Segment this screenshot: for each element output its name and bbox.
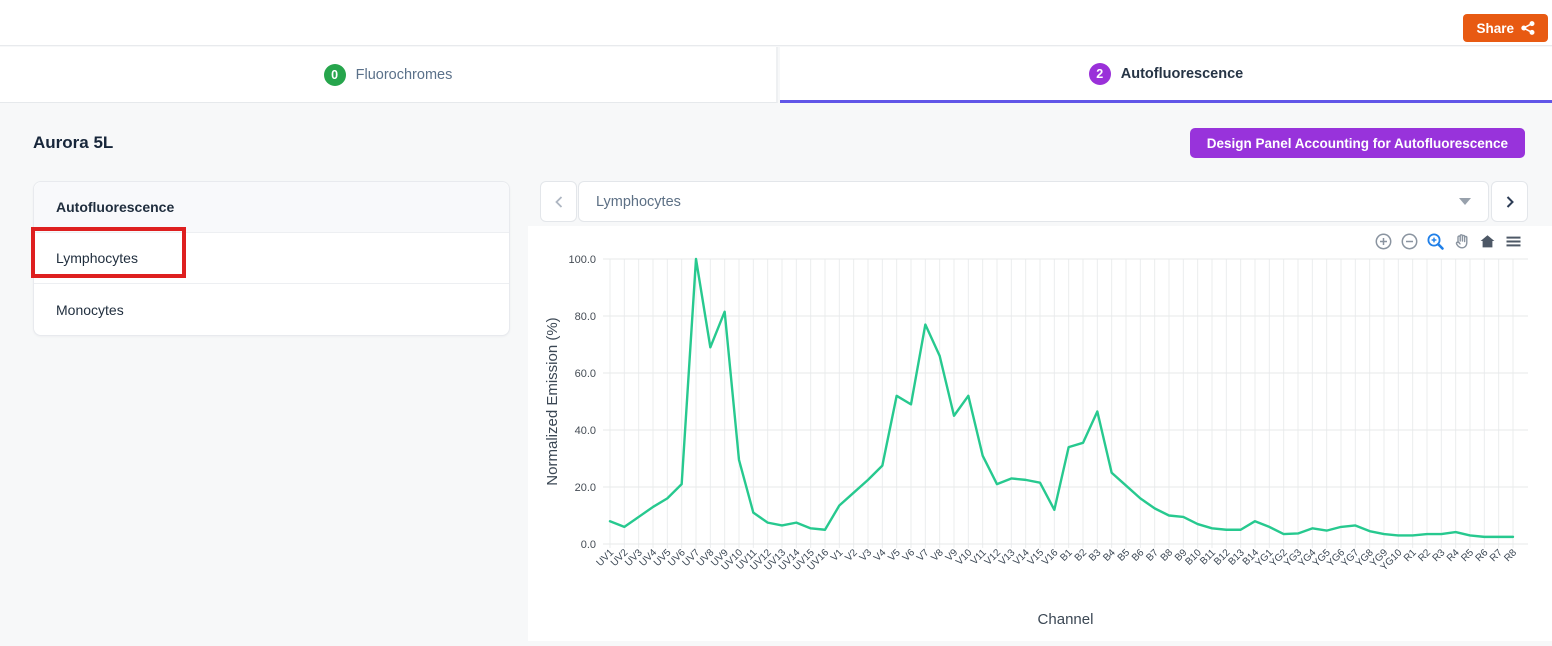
svg-text:40.0: 40.0 — [575, 425, 596, 437]
zoom-in-icon[interactable] — [1373, 231, 1394, 252]
chart-toolbar — [1373, 231, 1524, 252]
tab-autofluorescence-label: Autofluorescence — [1120, 65, 1244, 82]
menu-icon[interactable] — [1503, 231, 1524, 252]
autofluorescence-count-badge: 2 — [1088, 62, 1111, 85]
chevron-right-icon — [1504, 195, 1516, 209]
top-bar: Share — [0, 0, 1552, 46]
share-button[interactable]: Share — [1463, 14, 1548, 42]
zoom-select-icon[interactable] — [1425, 231, 1446, 252]
svg-text:100.0: 100.0 — [568, 254, 596, 266]
page-title: Aurora 5L — [33, 133, 114, 152]
autofluorescence-list: Autofluorescence Lymphocytes Monocytes — [33, 181, 510, 336]
list-header-autofluorescence: Autofluorescence — [34, 182, 509, 233]
svg-text:60.0: 60.0 — [575, 368, 596, 380]
svg-text:80.0: 80.0 — [575, 311, 596, 323]
home-icon[interactable] — [1477, 231, 1498, 252]
cell-type-dropdown[interactable]: Lymphocytes — [578, 181, 1489, 222]
previous-group-button[interactable] — [540, 181, 577, 222]
chevron-down-icon — [1459, 198, 1471, 205]
tab-fluorochromes-label: Fluorochromes — [355, 66, 453, 83]
chevron-left-icon — [553, 195, 565, 209]
svg-text:20.0: 20.0 — [575, 482, 596, 494]
svg-text:Normalized Emission (%): Normalized Emission (%) — [544, 317, 561, 485]
zoom-out-icon[interactable] — [1399, 231, 1420, 252]
svg-text:Channel: Channel — [1038, 611, 1094, 628]
share-icon — [1521, 21, 1535, 35]
pan-icon[interactable] — [1451, 231, 1472, 252]
svg-text:0.0: 0.0 — [581, 539, 596, 551]
design-panel-button[interactable]: Design Panel Accounting for Autofluoresc… — [1189, 128, 1525, 158]
tab-autofluorescence[interactable]: 2 Autofluorescence — [780, 47, 1552, 103]
list-item-monocytes[interactable]: Monocytes — [34, 284, 509, 335]
cell-type-dropdown-value: Lymphocytes — [596, 193, 681, 210]
tab-fluorochromes[interactable]: 0 Fluorochromes — [0, 47, 778, 103]
share-button-label: Share — [1476, 20, 1514, 36]
fluorochromes-count-badge: 0 — [323, 63, 346, 86]
next-group-button[interactable] — [1491, 181, 1528, 222]
